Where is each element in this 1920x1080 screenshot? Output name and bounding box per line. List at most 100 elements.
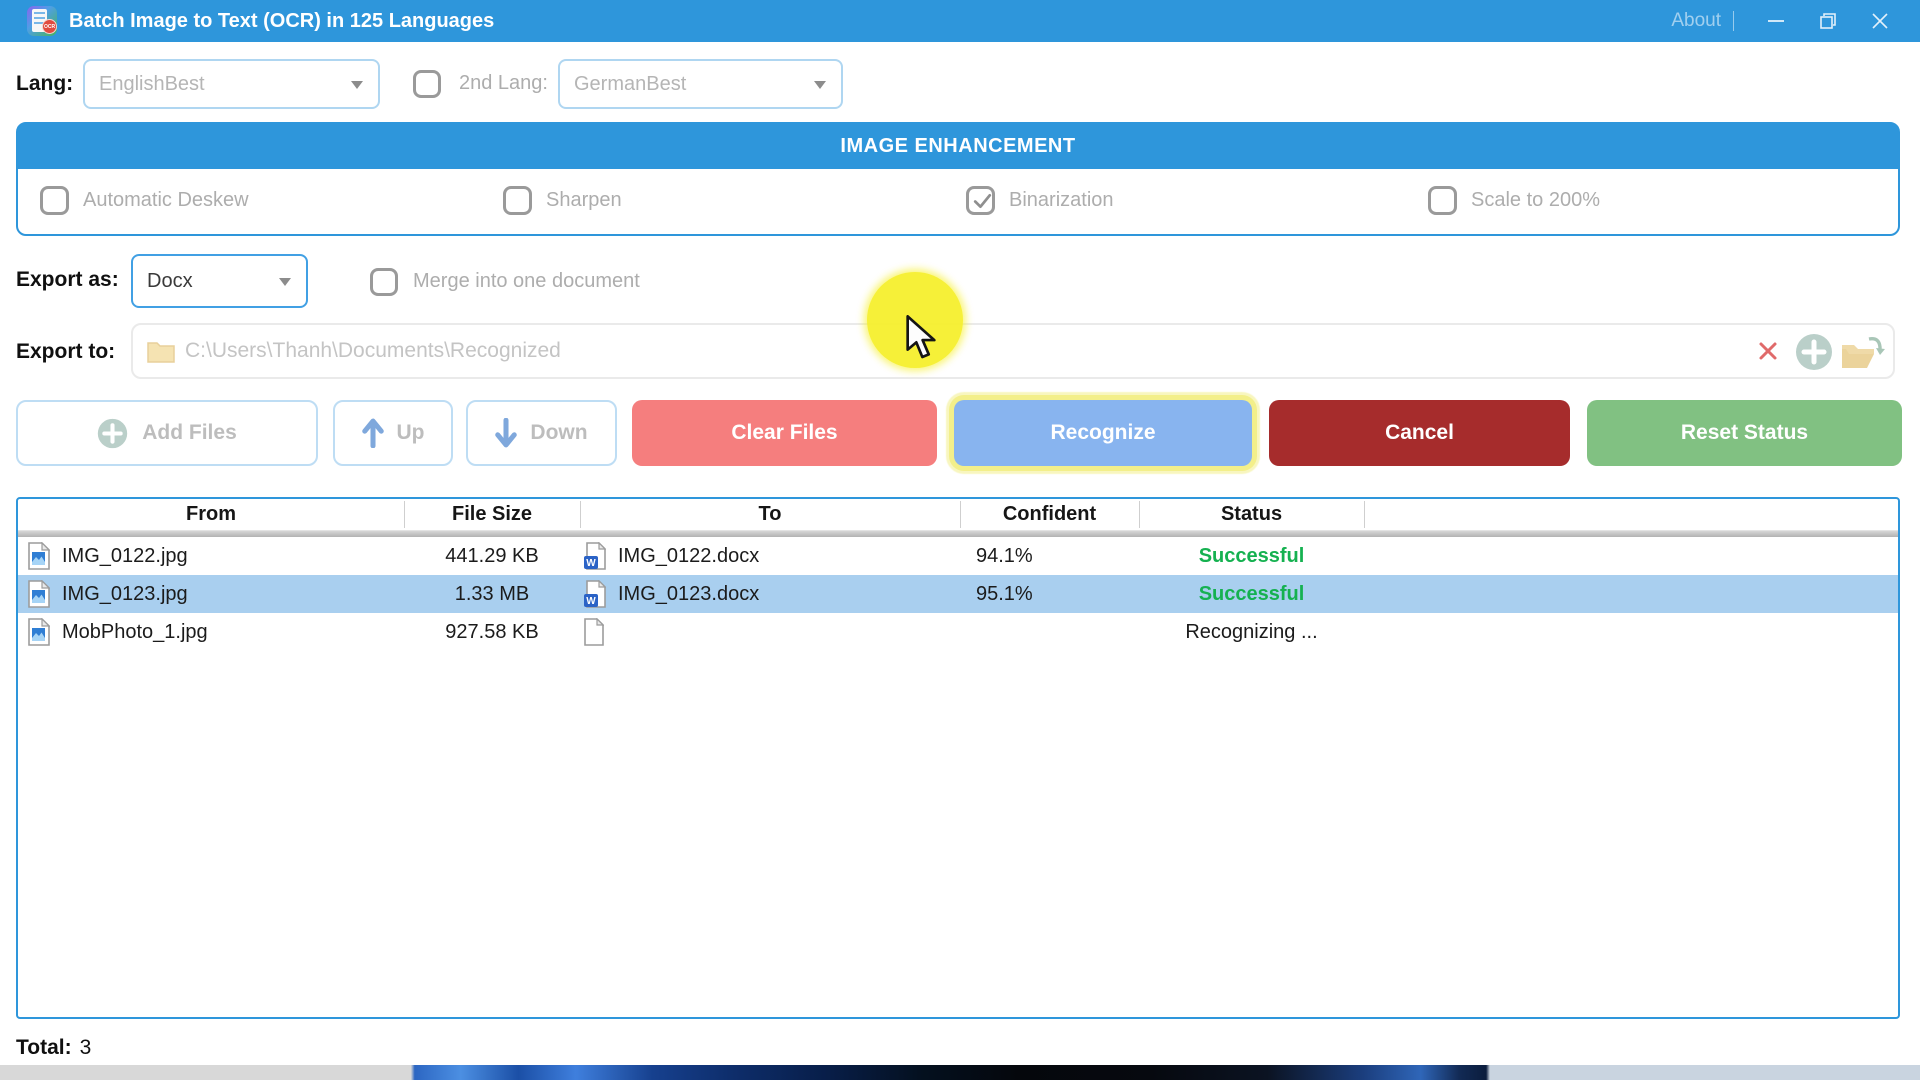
clear-files-button[interactable]: Clear Files	[632, 400, 937, 466]
image-enhancement-panel: IMAGE ENHANCEMENT Automatic Deskew Sharp…	[16, 122, 1900, 236]
add-files-button[interactable]: Add Files	[16, 400, 318, 466]
app-logo-icon: OCR	[27, 6, 57, 36]
recognize-label: Recognize	[1050, 421, 1156, 444]
table-row[interactable]: IMG_0122.jpg 441.29 KB W IMG_0122.docx 9…	[18, 537, 1898, 575]
file-from-name: IMG_0123.jpg	[62, 582, 188, 605]
ocr-badge: OCR	[42, 19, 57, 34]
export-to-label: Export to:	[16, 340, 116, 363]
scale-200-checkbox[interactable]	[1428, 186, 1457, 215]
add-files-label: Add Files	[142, 421, 237, 444]
binarization-label: Binarization	[1009, 189, 1114, 211]
reset-status-label: Reset Status	[1680, 421, 1809, 444]
header-to[interactable]: To	[580, 499, 960, 530]
export-path-input[interactable]: C:\Users\Thanh\Documents\Recognized	[131, 323, 1895, 379]
restore-icon	[1820, 13, 1836, 29]
clear-path-icon[interactable]	[1757, 340, 1779, 362]
titlebar-separator	[1733, 11, 1734, 31]
move-down-label: Down	[530, 421, 588, 444]
file-size: 1.33 MB	[454, 582, 530, 605]
minimize-button[interactable]	[1750, 0, 1802, 42]
binarization-checkbox[interactable]	[966, 186, 995, 215]
click-highlight	[867, 272, 963, 368]
jpg-file-icon	[28, 542, 50, 570]
arrow-up-icon	[361, 418, 384, 448]
sharpen-label: Sharpen	[546, 189, 622, 211]
image-enhancement-options: Automatic Deskew Sharpen Binarization Sc…	[18, 169, 1898, 233]
titlebar-controls: About	[1659, 0, 1906, 42]
lang-select-value: EnglishBest	[99, 72, 205, 95]
move-down-button[interactable]: Down	[466, 400, 617, 466]
cancel-button[interactable]: Cancel	[1269, 400, 1570, 466]
sharpen-checkbox[interactable]	[503, 186, 532, 215]
total-count: Total: 3	[16, 1036, 91, 1060]
jpg-file-icon	[28, 618, 50, 646]
browse-folder-icon[interactable]	[1839, 333, 1885, 373]
file-status: Recognizing ...	[1185, 620, 1318, 643]
table-row-selected[interactable]: IMG_0123.jpg 1.33 MB W IMG_0123.docx 95.…	[18, 575, 1898, 613]
lang-label: Lang:	[16, 72, 74, 95]
move-up-button[interactable]: Up	[333, 400, 453, 466]
option-automatic-deskew[interactable]: Automatic Deskew	[40, 186, 249, 215]
file-status: Successful	[1198, 544, 1305, 567]
image-enhancement-header: IMAGE ENHANCEMENT	[18, 124, 1898, 169]
svg-text:W: W	[586, 558, 596, 569]
merge-checkbox[interactable]	[370, 268, 398, 296]
file-size: 441.29 KB	[445, 544, 539, 567]
titlebar: OCR Batch Image to Text (OCR) in 125 Lan…	[0, 0, 1920, 42]
reset-status-button[interactable]: Reset Status	[1587, 400, 1902, 466]
file-table: From File Size To Confident Status IMG_0…	[16, 497, 1900, 1019]
file-confident: 94.1%	[976, 544, 1033, 567]
close-icon	[1872, 13, 1888, 29]
table-header: From File Size To Confident Status	[18, 499, 1898, 530]
docx-file-icon: W	[584, 542, 606, 570]
mouse-cursor-icon	[906, 315, 936, 359]
minimize-icon	[1768, 20, 1784, 22]
second-lang-checkbox[interactable]	[413, 70, 441, 98]
close-button[interactable]	[1854, 0, 1906, 42]
file-status: Successful	[1198, 582, 1305, 605]
merge-label: Merge into one document	[413, 270, 640, 292]
file-to-name: IMG_0123.docx	[618, 582, 760, 605]
automatic-deskew-label: Automatic Deskew	[83, 189, 249, 211]
total-value: 3	[79, 1036, 92, 1059]
header-from[interactable]: From	[186, 503, 236, 525]
file-to-name: IMG_0122.docx	[618, 544, 760, 567]
file-from-name: MobPhoto_1.jpg	[62, 620, 208, 643]
second-lang-label: 2nd Lang:	[459, 72, 548, 94]
chevron-down-icon	[814, 81, 826, 95]
option-sharpen[interactable]: Sharpen	[503, 186, 622, 215]
header-confident[interactable]: Confident	[960, 499, 1139, 530]
docx-file-icon: W	[584, 580, 606, 608]
export-format-value: Docx	[147, 269, 193, 292]
header-file-size[interactable]: File Size	[404, 499, 580, 530]
second-lang-select-value: GermanBest	[574, 72, 687, 95]
header-extra[interactable]	[1364, 499, 1898, 530]
maximize-button[interactable]	[1802, 0, 1854, 42]
table-row[interactable]: MobPhoto_1.jpg 927.58 KB Recognizing ...	[18, 613, 1898, 651]
option-binarization[interactable]: Binarization	[966, 186, 1114, 215]
export-as-label: Export as:	[16, 268, 119, 291]
total-label: Total:	[16, 1036, 72, 1059]
arrow-down-icon	[495, 418, 518, 448]
file-size: 927.58 KB	[445, 620, 539, 643]
header-status[interactable]: Status	[1139, 499, 1364, 530]
recognize-button[interactable]: Recognize	[954, 400, 1252, 466]
header-divider	[18, 530, 1898, 537]
option-scale-200[interactable]: Scale to 200%	[1428, 186, 1600, 215]
export-format-select[interactable]: Docx	[131, 254, 308, 308]
blank-file-icon	[584, 618, 604, 646]
lang-select[interactable]: EnglishBest	[83, 59, 380, 109]
file-confident: 95.1%	[976, 582, 1033, 605]
window-title: Batch Image to Text (OCR) in 125 Languag…	[69, 9, 495, 32]
file-from-name: IMG_0122.jpg	[62, 544, 188, 567]
jpg-file-icon	[28, 580, 50, 608]
svg-text:W: W	[586, 596, 596, 607]
second-lang-select[interactable]: GermanBest	[558, 59, 843, 109]
move-up-label: Up	[396, 421, 425, 444]
scale-200-label: Scale to 200%	[1471, 189, 1600, 211]
check-icon	[973, 193, 992, 209]
about-menu[interactable]: About	[1671, 10, 1721, 31]
add-path-icon[interactable]	[1795, 333, 1833, 371]
automatic-deskew-checkbox[interactable]	[40, 186, 69, 215]
